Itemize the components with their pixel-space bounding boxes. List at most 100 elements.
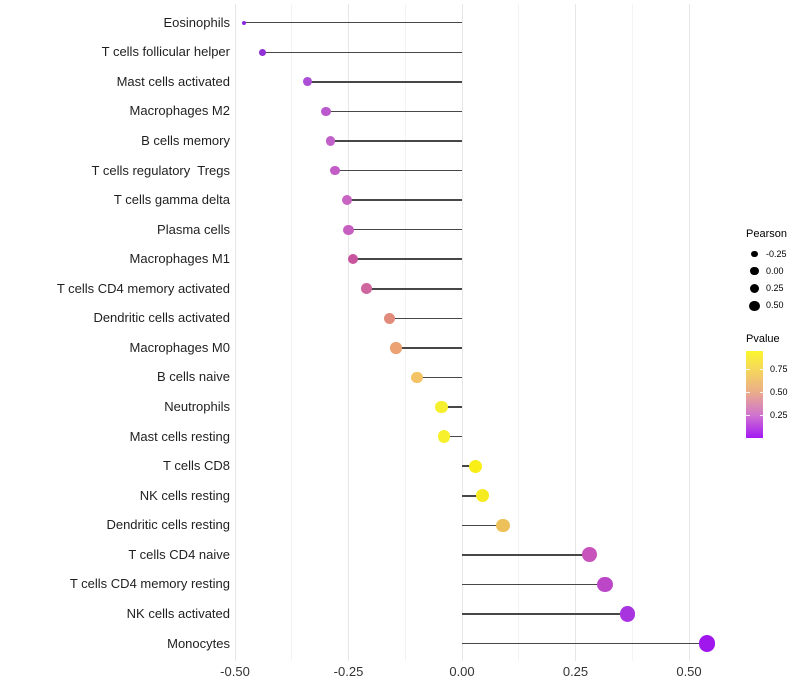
lollipop-stem bbox=[389, 317, 462, 320]
legend-size-label: 0.50 bbox=[766, 300, 784, 311]
lollipop-stem bbox=[330, 140, 462, 142]
lollipop-stem bbox=[348, 228, 462, 231]
lollipop-stem bbox=[462, 554, 590, 556]
y-axis-label: Eosinophils bbox=[163, 14, 231, 30]
grid-line-minor bbox=[518, 4, 520, 661]
y-axis-label: Dendritic cells activated bbox=[93, 310, 230, 326]
grid-line-minor bbox=[631, 4, 633, 661]
y-axis-label: Macrophages M0 bbox=[129, 339, 230, 355]
lollipop-stem bbox=[462, 524, 503, 527]
legend-size-label: 0.00 bbox=[766, 265, 784, 276]
x-axis-tick-label: 0.00 bbox=[449, 664, 475, 679]
data-dot bbox=[321, 106, 331, 117]
y-axis-label: Plasma cells bbox=[157, 221, 230, 237]
y-axis-label: NK cells activated bbox=[126, 606, 230, 622]
grid-line-major bbox=[234, 4, 236, 661]
y-axis-label: B cells naive bbox=[157, 369, 230, 385]
legend-pvalue-title: Pvalue bbox=[746, 333, 780, 345]
lollipop-stem bbox=[462, 642, 708, 645]
colorbar-tick bbox=[746, 392, 750, 394]
colorbar-tick bbox=[759, 415, 763, 417]
data-dot bbox=[581, 547, 597, 563]
data-dot bbox=[435, 400, 448, 414]
y-axis-label: Mast cells activated bbox=[116, 73, 230, 89]
colorbar-tick bbox=[746, 369, 750, 371]
x-axis-tick-label: -0.25 bbox=[333, 664, 364, 679]
data-dot bbox=[241, 20, 247, 25]
lollipop-stem bbox=[462, 495, 483, 497]
legend-pearson: Pearson -0.25 0.00 0.25 0.50 bbox=[740, 222, 800, 317]
lollipop-stem bbox=[416, 376, 462, 379]
pvalue-tick-label: 0.75 bbox=[770, 363, 788, 374]
data-dot bbox=[698, 635, 716, 652]
lollipop-stem bbox=[334, 169, 462, 172]
data-dot bbox=[329, 165, 340, 176]
lollipop-stem bbox=[262, 51, 462, 54]
y-axis-label: Macrophages M2 bbox=[129, 103, 230, 119]
lollipop-stem bbox=[325, 110, 462, 113]
y-axis-label: T cells CD4 naive bbox=[128, 546, 230, 562]
data-dot bbox=[303, 77, 313, 87]
grid-line-major bbox=[575, 4, 576, 661]
lollipop-stem bbox=[443, 435, 462, 438]
data-dot bbox=[410, 371, 423, 384]
x-axis-tick-label: 0.50 bbox=[676, 664, 702, 679]
y-axis-label: Macrophages M1 bbox=[129, 251, 230, 267]
y-axis-label: Neutrophils bbox=[164, 399, 230, 415]
data-dot bbox=[597, 576, 613, 593]
grid-line-major bbox=[461, 4, 463, 661]
lollipop-stem bbox=[462, 465, 476, 467]
y-axis-label: T cells CD4 memory resting bbox=[69, 576, 230, 592]
y-axis-label: Monocytes bbox=[167, 635, 230, 651]
lollipop-stem bbox=[441, 406, 462, 408]
legend-size-dot bbox=[749, 283, 760, 293]
data-dot bbox=[383, 312, 395, 324]
lollipop-stem bbox=[396, 347, 462, 349]
data-dot bbox=[390, 342, 402, 354]
x-axis-tick-label: 0.25 bbox=[562, 664, 589, 679]
legend-size-label: 0.25 bbox=[766, 282, 784, 293]
data-dot bbox=[342, 195, 353, 206]
data-dot bbox=[469, 459, 483, 473]
grid-line-minor bbox=[404, 4, 406, 661]
legend-size-label: -0.25 bbox=[766, 248, 787, 259]
legend-pearson-title: Pearson bbox=[746, 228, 787, 240]
y-axis-label: Dendritic cells resting bbox=[106, 517, 230, 533]
colorbar-tick bbox=[759, 369, 763, 371]
y-axis-label: T cells CD8 bbox=[163, 458, 230, 474]
data-dot bbox=[619, 606, 636, 622]
colorbar-tick bbox=[746, 415, 750, 417]
pvalue-tick-label: 0.50 bbox=[770, 386, 788, 397]
lollipop-stem bbox=[366, 288, 462, 290]
lollipop-stem bbox=[244, 21, 462, 24]
y-axis-label: T cells CD4 memory activated bbox=[56, 280, 230, 296]
data-dot bbox=[347, 254, 359, 265]
legend-pvalue: Pvalue 0.75 0.50 0.25 bbox=[740, 333, 800, 448]
y-axis-label: NK cells resting bbox=[139, 487, 230, 503]
grid-line-major bbox=[348, 4, 349, 661]
data-dot bbox=[496, 518, 510, 533]
colorbar-tick bbox=[759, 392, 763, 394]
data-dot bbox=[437, 430, 451, 443]
legend-size-dot bbox=[749, 300, 760, 311]
legend-size-dot bbox=[750, 267, 759, 276]
y-axis-label: T cells follicular helper bbox=[101, 44, 230, 60]
lollipop-stem bbox=[462, 583, 605, 586]
data-dot bbox=[343, 224, 354, 235]
y-axis-label: B cells memory bbox=[141, 132, 230, 148]
grid-line-major bbox=[688, 4, 690, 661]
data-dot bbox=[325, 136, 336, 146]
x-axis-tick-label: -0.50 bbox=[220, 664, 250, 679]
lollipop-stem bbox=[353, 258, 462, 260]
data-dot bbox=[258, 48, 266, 56]
lollipop-stem bbox=[462, 613, 628, 615]
y-axis-label: T cells regulatory Tregs bbox=[91, 162, 230, 178]
grid-line-minor bbox=[291, 4, 293, 661]
data-dot bbox=[476, 489, 490, 503]
lollipop-stem bbox=[347, 199, 462, 201]
data-dot bbox=[361, 283, 372, 295]
pvalue-colorbar bbox=[746, 351, 763, 438]
lollipop-stem bbox=[307, 81, 462, 83]
y-axis-label: Mast cells resting bbox=[129, 428, 230, 444]
